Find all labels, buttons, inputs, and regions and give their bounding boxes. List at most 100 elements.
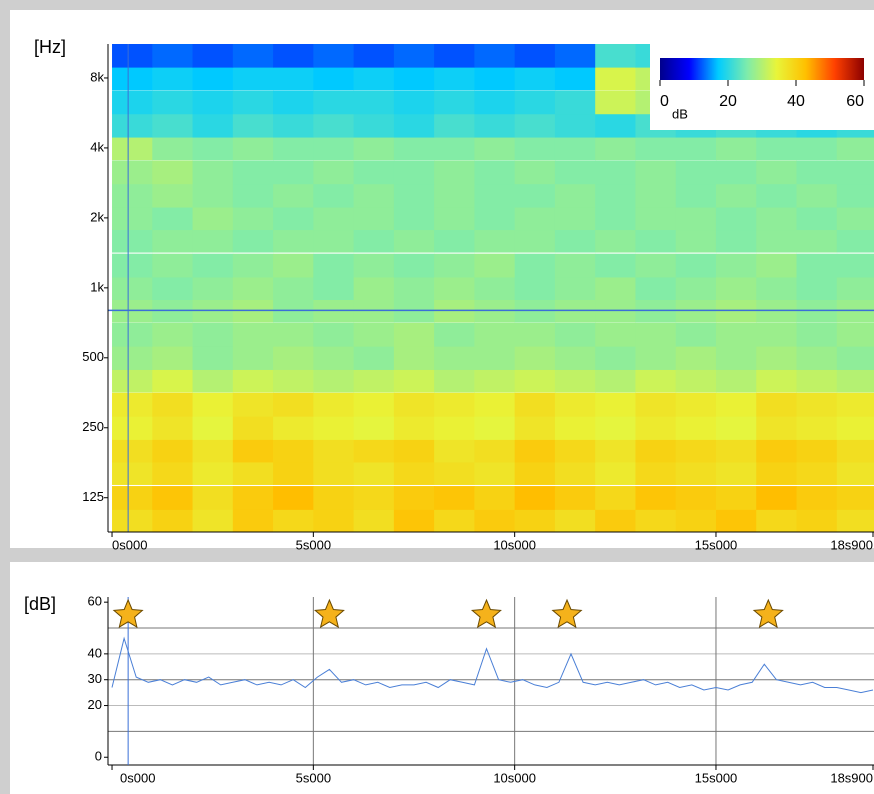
heatmap-cell <box>192 486 234 510</box>
heatmap-cell <box>434 346 475 370</box>
heatmap-cell <box>756 228 797 253</box>
heatmap-cell <box>232 44 274 68</box>
heatmap-cell <box>232 346 274 370</box>
heatmap-cell <box>192 183 234 208</box>
heatmap-cell <box>393 206 435 231</box>
heatmap-cell <box>313 136 355 161</box>
heatmap-cell <box>232 183 274 208</box>
heatmap-cell <box>393 183 435 208</box>
heatmap-cell <box>554 368 596 393</box>
heatmap-cell <box>796 183 838 208</box>
heatmap-cell <box>192 461 234 485</box>
heatmap-cell <box>796 346 838 370</box>
heatmap-cell <box>474 368 516 393</box>
colorbar-tick-label: 40 <box>787 93 805 110</box>
heatmap-cell <box>434 486 475 510</box>
heatmap-cell <box>514 206 556 231</box>
heatmap-cell <box>836 416 874 440</box>
heatmap-cell <box>474 90 516 115</box>
heatmap-cell <box>152 508 194 532</box>
heatmap-cell <box>514 276 556 300</box>
heatmap-cell <box>313 486 355 510</box>
heatmap-cell <box>474 346 516 370</box>
heatmap-cell <box>554 416 596 440</box>
heatmap-cell <box>273 113 314 138</box>
heatmap-cell <box>112 322 153 347</box>
heatmap-cell <box>514 160 556 185</box>
heatmap-cell <box>393 90 435 115</box>
heatmap-cell <box>595 508 636 532</box>
heatmap-cell <box>232 486 274 510</box>
heatmap-cell <box>273 206 314 231</box>
heatmap-cell <box>675 253 717 278</box>
heatmap-cell <box>192 416 234 440</box>
heatmap-cell <box>514 368 556 393</box>
heatmap-cell <box>232 438 274 463</box>
heatmap-cell <box>112 228 153 253</box>
heatmap-cell <box>635 438 677 463</box>
heatmap-cell <box>595 438 636 463</box>
heatmap-cell <box>313 113 355 138</box>
heatmap-cell <box>514 183 556 208</box>
heatmap-cell <box>595 66 636 91</box>
heatmap-cell <box>192 90 234 115</box>
heatmap-cell <box>232 461 274 485</box>
heatmap-cell <box>474 183 516 208</box>
heatmap-cell <box>353 276 395 300</box>
heatmap-cell <box>796 322 838 347</box>
heatmap-cell <box>635 416 677 440</box>
heatmap-cell <box>715 438 757 463</box>
heatmap-cell <box>192 346 234 370</box>
heatmap-cell <box>434 416 475 440</box>
heatmap-cell <box>836 346 874 370</box>
heatmap-cell <box>474 113 516 138</box>
heatmap-cell <box>393 416 435 440</box>
heatmap-cell <box>152 486 194 510</box>
heatmap-cell <box>192 113 234 138</box>
heatmap-cell <box>112 160 153 185</box>
x-tick-label: 18s900 <box>830 770 873 785</box>
heatmap-cell <box>273 346 314 370</box>
heatmap-cell <box>554 113 596 138</box>
heatmap-cell <box>192 228 234 253</box>
heatmap-cell <box>715 486 757 510</box>
heatmap-cell <box>232 253 274 278</box>
x-tick-label: 10s000 <box>493 537 536 552</box>
heatmap-cell <box>554 486 596 510</box>
heatmap-cell <box>554 90 596 115</box>
heatmap-cell <box>514 136 556 161</box>
heatmap-cell <box>152 228 194 253</box>
heatmap-cell <box>353 136 395 161</box>
heatmap-cell <box>353 228 395 253</box>
x-tick-label: 18s900 <box>830 537 873 552</box>
heatmap-cell <box>595 486 636 510</box>
heatmap-cell <box>434 183 475 208</box>
heatmap-cell <box>715 228 757 253</box>
heatmap-cell <box>353 66 395 91</box>
heatmap-cell <box>273 392 314 417</box>
heatmap-cell <box>715 392 757 417</box>
y-axis-label: [dB] <box>24 594 56 614</box>
heatmap-cell <box>434 90 475 115</box>
y-tick-label: 125 <box>82 489 104 504</box>
heatmap-cell <box>434 160 475 185</box>
heatmap-cell <box>514 508 556 532</box>
heatmap-cell <box>595 461 636 485</box>
heatmap-cell <box>635 392 677 417</box>
heatmap-cell <box>514 416 556 440</box>
heatmap-cell <box>112 253 153 278</box>
heatmap-cell <box>152 368 194 393</box>
heatmap-cell <box>474 66 516 91</box>
heatmap-cell <box>152 206 194 231</box>
heatmap-cell <box>756 416 797 440</box>
heatmap-cell <box>232 416 274 440</box>
heatmap-cell <box>595 136 636 161</box>
heatmap-cell <box>313 416 355 440</box>
heatmap-cell <box>715 160 757 185</box>
heatmap-cell <box>353 486 395 510</box>
heatmap-cell <box>313 508 355 532</box>
heatmap-cell <box>313 253 355 278</box>
heatmap-cell <box>152 253 194 278</box>
